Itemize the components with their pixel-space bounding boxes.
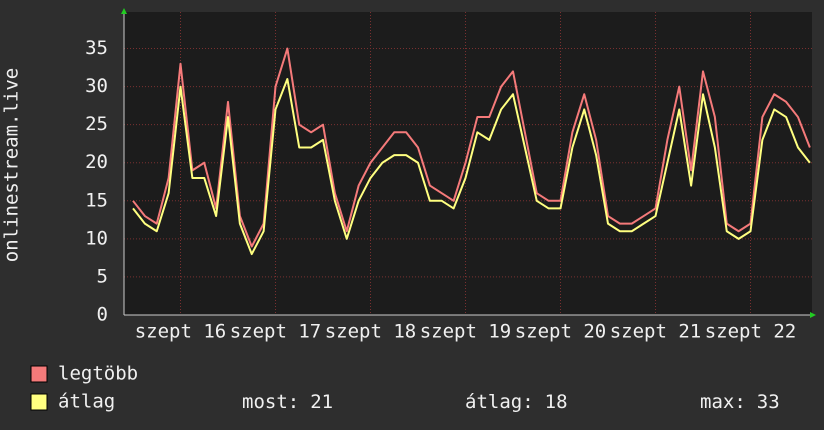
- y-tick-label: 0: [97, 304, 108, 326]
- x-tick-label: szept 18: [325, 321, 417, 343]
- legend-label: legtöbb: [58, 363, 138, 385]
- stat-value: 18: [545, 391, 568, 413]
- y-tick-label: 20: [85, 151, 108, 173]
- y-tick-label: 30: [85, 75, 108, 97]
- x-tick-label: szept 16: [135, 321, 227, 343]
- legend-swatch: [30, 393, 48, 411]
- y-axis-label: onlinestream.live: [1, 68, 23, 262]
- stat-label: átlag:: [465, 391, 534, 413]
- legend-swatch: [30, 365, 48, 383]
- plot-area: [124, 12, 812, 315]
- stat: max: 33: [700, 391, 780, 413]
- y-tick-label: 25: [85, 113, 108, 135]
- stat-value: 33: [757, 391, 780, 413]
- x-tick-label: szept 22: [705, 321, 797, 343]
- x-tick-label: szept 19: [420, 321, 512, 343]
- axis-arrow: [121, 8, 127, 14]
- y-tick-label: 5: [97, 265, 108, 287]
- stat: most: 21: [242, 391, 333, 413]
- stat-value: 21: [310, 391, 333, 413]
- x-tick-label: szept 20: [515, 321, 607, 343]
- stat-label: most:: [242, 391, 299, 413]
- y-tick-label: 10: [85, 227, 108, 249]
- stat-label: max:: [700, 391, 746, 413]
- axis-arrow: [810, 312, 816, 318]
- series-line: [132, 47, 811, 248]
- y-tick-label: 35: [85, 37, 108, 59]
- x-tick-label: szept 17: [230, 321, 322, 343]
- series-line: [132, 77, 811, 256]
- stat: átlag: 18: [465, 391, 568, 413]
- y-tick-label: 15: [85, 189, 108, 211]
- legend-label: átlag: [58, 391, 115, 413]
- x-tick-label: szept 21: [610, 321, 702, 343]
